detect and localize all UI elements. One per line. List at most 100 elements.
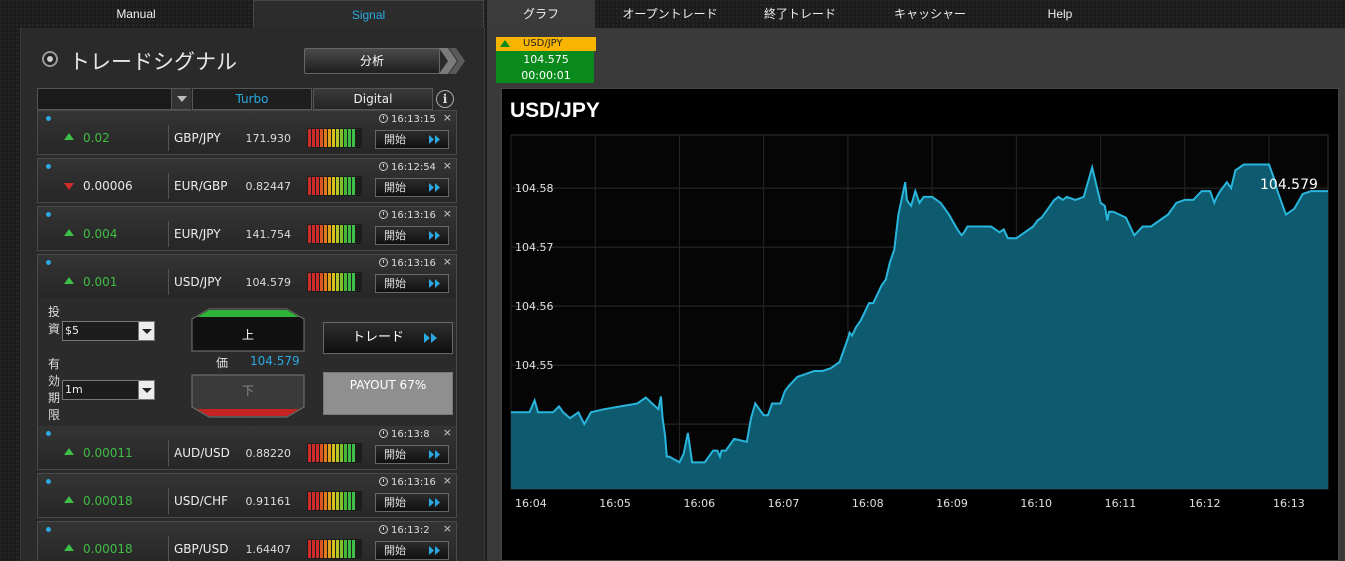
start-button-label: 開始 <box>384 544 406 557</box>
signal-pair: USD/CHF <box>174 494 228 508</box>
trade-form: 投資 $5 有効期限 1m 上 価 104.579 下 トレード <box>37 298 457 426</box>
x-tick-label: 16:12 <box>1189 497 1221 510</box>
x-tick-label: 16:11 <box>1105 497 1137 510</box>
price-area <box>511 164 1328 489</box>
start-button[interactable]: 開始 <box>375 445 449 464</box>
divider <box>168 125 169 151</box>
tab-graph[interactable]: グラフ <box>487 0 595 28</box>
tab-help[interactable]: Help <box>1047 7 1073 21</box>
arrow-down-icon <box>64 183 74 190</box>
start-button[interactable]: 開始 <box>375 226 449 245</box>
trade-button[interactable]: トレード <box>323 322 453 354</box>
close-icon[interactable]: × <box>442 426 452 439</box>
price-chart: USD/JPY 104.53104.54104.55104.56104.5710… <box>501 88 1339 561</box>
panel-title: トレードシグナル <box>69 50 237 74</box>
put-down-button[interactable]: 下 <box>191 374 305 418</box>
signal-pair: EUR/GBP <box>174 179 228 193</box>
signal-dot <box>46 479 51 484</box>
investment-input[interactable]: $5 <box>62 321 140 341</box>
signal-strength-meter <box>307 443 362 463</box>
close-icon[interactable]: × <box>442 159 452 172</box>
divider <box>168 221 169 247</box>
signal-time: 16:13:15 <box>379 114 436 125</box>
start-button[interactable]: 開始 <box>375 493 449 512</box>
signal-pair: EUR/JPY <box>174 227 221 241</box>
signal-change: 0.004 <box>83 227 118 241</box>
ticker-timer: 00:00:01 <box>521 69 571 82</box>
chevron-down-icon[interactable] <box>171 89 191 109</box>
tab-turbo[interactable]: Turbo <box>192 88 312 110</box>
signal-row[interactable]: 16:13:2 × 0.00018 GBP/USD 1.64407 開始 <box>37 521 457 561</box>
signal-row[interactable]: 16:13:16 × 0.001 USD/JPY 104.579 開始 <box>37 254 457 299</box>
signal-time: 16:13:8 <box>379 429 430 440</box>
signal-time: 16:13:16 <box>379 258 436 269</box>
chart-title: USD/JPY <box>510 99 600 122</box>
clock-icon <box>379 525 388 534</box>
arrow-up-icon <box>64 229 74 236</box>
start-button-label: 開始 <box>384 229 406 242</box>
investment-dropdown-icon[interactable] <box>138 321 155 341</box>
tab-cashier[interactable]: キャッシャー <box>893 7 966 21</box>
info-icon[interactable]: i <box>436 90 454 108</box>
signal-strength-meter <box>307 176 362 196</box>
asset-filter-select[interactable] <box>37 88 191 110</box>
signal-pair: AUD/USD <box>174 446 230 460</box>
ticker-header: USD/JPY <box>496 37 596 51</box>
tab-signal[interactable]: Signal <box>253 0 484 28</box>
call-up-button[interactable]: 上 <box>191 308 305 352</box>
signal-row[interactable]: 16:12:54 × 0.00006 EUR/GBP 0.82447 開始 <box>37 158 457 203</box>
clock-icon <box>379 210 388 219</box>
x-tick-label: 16:05 <box>599 497 631 510</box>
up-label: 上 <box>241 328 254 342</box>
start-button[interactable]: 開始 <box>375 130 449 149</box>
price-label: 価 <box>216 356 229 370</box>
tab-digital[interactable]: Digital <box>313 88 433 110</box>
clock-icon <box>379 114 388 123</box>
close-icon[interactable]: × <box>442 207 452 220</box>
last-value-label: 104.579 <box>1260 177 1318 193</box>
close-icon[interactable]: × <box>442 255 452 268</box>
signal-pair: GBP/USD <box>174 542 229 556</box>
signal-dot <box>46 164 51 169</box>
arrow-up-icon <box>64 133 74 140</box>
ticker-card[interactable]: USD/JPY 104.575 00:00:01 <box>495 36 596 84</box>
start-button[interactable]: 開始 <box>375 178 449 197</box>
signal-price: 0.91161 <box>245 495 292 508</box>
signal-strength-meter <box>307 128 362 148</box>
x-tick-label: 16:04 <box>515 497 547 510</box>
down-button-shape <box>191 374 305 418</box>
arrow-up-icon <box>64 544 74 551</box>
close-icon[interactable]: × <box>442 111 452 124</box>
close-icon[interactable]: × <box>442 522 452 535</box>
tab-open-trades[interactable]: オープントレード <box>622 7 718 21</box>
signal-row[interactable]: 16:13:8 × 0.00011 AUD/USD 0.88220 開始 <box>37 425 457 470</box>
start-button[interactable]: 開始 <box>375 541 449 560</box>
signal-row[interactable]: 16:13:16 × 0.004 EUR/JPY 141.754 開始 <box>37 206 457 251</box>
signal-pair: USD/JPY <box>174 275 222 289</box>
x-tick-label: 16:08 <box>852 497 884 510</box>
analyze-button[interactable]: 分析 <box>304 48 440 74</box>
chevrons-right-icon[interactable] <box>439 48 467 74</box>
signal-time: 16:12:54 <box>379 162 436 173</box>
expiry-input[interactable]: 1m <box>62 380 140 400</box>
signal-dot <box>46 116 51 121</box>
chart-area: USD/JPY 104.575 00:00:01 USD/JPY 104.531… <box>487 28 1345 561</box>
clock-icon <box>379 477 388 486</box>
signal-strength-meter <box>307 224 362 244</box>
double-play-icon <box>424 333 437 343</box>
x-tick-label: 16:09 <box>936 497 968 510</box>
signal-time-value: 16:12:54 <box>391 162 436 173</box>
clock-icon <box>379 162 388 171</box>
expiry-dropdown-icon[interactable] <box>138 380 155 400</box>
signal-row[interactable]: 16:13:15 × 0.02 GBP/JPY 171.930 開始 <box>37 110 457 155</box>
price-line <box>511 163 1328 464</box>
radio-icon[interactable] <box>42 51 58 67</box>
signal-time-value: 16:13:2 <box>391 525 430 536</box>
close-icon[interactable]: × <box>442 474 452 487</box>
signal-row[interactable]: 16:13:16 × 0.00018 USD/CHF 0.91161 開始 <box>37 473 457 518</box>
tab-closed-trades[interactable]: 終了トレード <box>763 7 836 21</box>
start-button[interactable]: 開始 <box>375 274 449 293</box>
price-value: 104.579 <box>250 354 300 368</box>
signal-change: 0.00018 <box>83 542 133 556</box>
tab-manual[interactable]: Manual <box>116 7 156 21</box>
